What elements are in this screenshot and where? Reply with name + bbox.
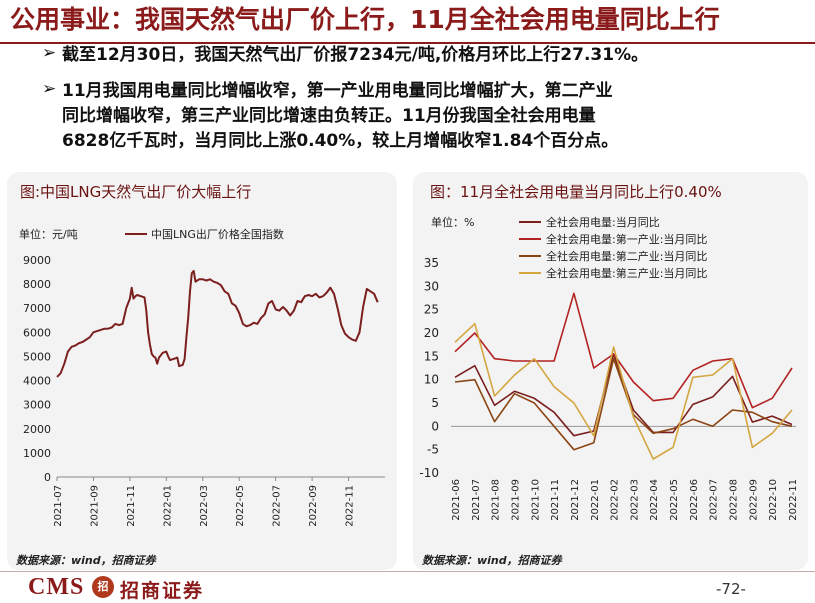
electricity-x-tick-label: 2022-10 — [768, 479, 779, 521]
lng-y-tick-label: 3000 — [23, 399, 51, 412]
lng-unit-label: 单位：元/吨 — [19, 227, 78, 241]
lng-source-note: 数据来源：wind，招商证券 — [16, 554, 156, 567]
electricity-x-tick-label: 2021-11 — [550, 479, 561, 521]
company-name: 招商证券 — [120, 580, 205, 602]
electricity-x-tick-label: 2021-09 — [510, 479, 521, 521]
lng-y-tick-label: 6000 — [23, 326, 51, 339]
lng-x-tick-label: 2021-09 — [89, 485, 100, 527]
electricity-x-tick-label: 2022-05 — [669, 479, 680, 521]
title-divider — [0, 42, 815, 44]
electricity-y-tick-label: -10 — [419, 466, 439, 480]
electricity-series-line — [454, 353, 793, 437]
lng-x-tick-label: 2022-05 — [235, 485, 246, 527]
electricity-x-tick-label: 2022-02 — [610, 479, 621, 521]
lng-x-tick-label: 2022-09 — [308, 485, 319, 527]
electricity-y-tick-label: -5 — [427, 443, 439, 457]
electricity-legend-label: 全社会用电量:第三产业:当月同比 — [546, 266, 707, 280]
electricity-x-tick-label: 2022-06 — [689, 479, 700, 521]
bullet-2-line-1: 11月我国用电量同比增幅收窄，第一产业用电量同比增幅扩大，第二产业 — [62, 81, 613, 101]
lng-y-tick-label: 8000 — [23, 278, 51, 291]
electricity-series-line — [454, 357, 793, 451]
lng-y-tick-label: 4000 — [23, 375, 51, 388]
electricity-y-tick-label: 30 — [424, 279, 439, 293]
electricity-y-tick-label: 35 — [424, 256, 439, 270]
lng-y-tick-label: 0 — [44, 471, 51, 484]
lng-x-tick-label: 2022-03 — [199, 485, 210, 527]
electricity-yoy-chart: 单位：% 全社会用电量:当月同比全社会用电量:第一产业:当月同比全社会用电量:第二… — [419, 215, 799, 521]
electricity-y-tick-label: 25 — [424, 303, 439, 317]
lng-x-tick-label: 2022-01 — [162, 485, 173, 527]
electricity-y-tick-label: 15 — [424, 349, 439, 363]
lng-y-tick-label: 5000 — [23, 350, 51, 363]
lng-chart-title: 图:中国LNG天然气出厂价大幅上行 — [20, 183, 252, 201]
electricity-x-tick-label: 2021-07 — [471, 479, 482, 521]
electricity-x-tick-label: 2021-10 — [530, 479, 541, 521]
electricity-x-tick-label: 2022-07 — [709, 479, 720, 521]
page-title: 公用事业：我国天然气出厂价上行，11月全社会用电量同比上行 — [10, 5, 720, 34]
electricity-series-line — [454, 322, 793, 460]
electricity-y-tick-label: 0 — [431, 419, 439, 433]
electricity-source-note: 数据来源：wind，招商证券 — [422, 554, 562, 567]
electricity-legend-label: 全社会用电量:当月同比 — [546, 215, 660, 229]
bullet-2-line-2: 同比增幅收窄，第三产业同比增速由负转正。11月份我国全社会用电量 — [62, 106, 596, 126]
page-number: -72- — [716, 580, 746, 598]
lng-price-line — [56, 269, 379, 378]
electricity-x-tick-label: 2022-04 — [649, 479, 660, 521]
bullet-marker-2: ➢ — [42, 79, 57, 99]
electricity-legend-label: 全社会用电量:第一产业:当月同比 — [546, 232, 707, 246]
lng-x-tick-label: 2021-07 — [53, 485, 64, 527]
electricity-x-tick-label: 2022-01 — [590, 479, 601, 521]
electricity-x-tick-label: 2021-06 — [451, 479, 462, 521]
electricity-y-tick-label: 5 — [431, 396, 439, 410]
bullet-marker-1: ➢ — [42, 43, 57, 63]
electricity-x-tick-label: 2021-08 — [491, 479, 502, 521]
electricity-x-tick-label: 2022-03 — [629, 479, 640, 521]
electricity-unit-label: 单位：% — [431, 215, 474, 229]
electricity-x-tick-label: 2021-12 — [570, 479, 581, 521]
cms-logo-icon: 招 — [92, 576, 114, 598]
lng-price-panel — [7, 172, 397, 570]
electricity-chart-title: 图：11月全社会用电量当月同比上行0.40% — [430, 183, 722, 201]
electricity-legend-label: 全社会用电量:第二产业:当月同比 — [546, 249, 707, 263]
lng-price-chart: 单位：元/吨 中国LNG出厂价格全国指数 0 1000 2000 3000 4000 5000… — [19, 227, 385, 527]
electricity-x-tick-label: 2022-09 — [748, 479, 759, 521]
bullet-1-line-1: 截至12月30日，我国天然气出厂价报7234元/吨,价格月环比上行27.31%。 — [62, 45, 649, 65]
electricity-x-tick-label: 2022-11 — [788, 479, 799, 521]
lng-y-tick-label: 2000 — [23, 423, 51, 436]
lng-y-tick-label: 1000 — [23, 447, 51, 460]
lng-legend-label: 中国LNG出厂价格全国指数 — [151, 227, 284, 241]
lng-x-tick-label: 2022-11 — [345, 485, 356, 527]
footer-divider — [0, 571, 815, 572]
electricity-y-tick-label: 10 — [424, 373, 439, 387]
lng-x-tick-label: 2021-11 — [126, 485, 137, 527]
electricity-y-tick-label: 20 — [424, 326, 439, 340]
electricity-series-line — [454, 292, 793, 409]
cms-logo-text: CMS — [28, 574, 85, 600]
electricity-x-tick-label: 2022-08 — [729, 479, 740, 521]
lng-y-tick-label: 7000 — [23, 302, 51, 315]
lng-x-tick-label: 2022-07 — [272, 485, 283, 527]
lng-y-tick-label: 9000 — [23, 254, 51, 267]
bullet-2-line-3: 6828亿千瓦时，当月同比上涨0.40%，较上月增幅收窄1.84个百分点。 — [62, 131, 619, 151]
